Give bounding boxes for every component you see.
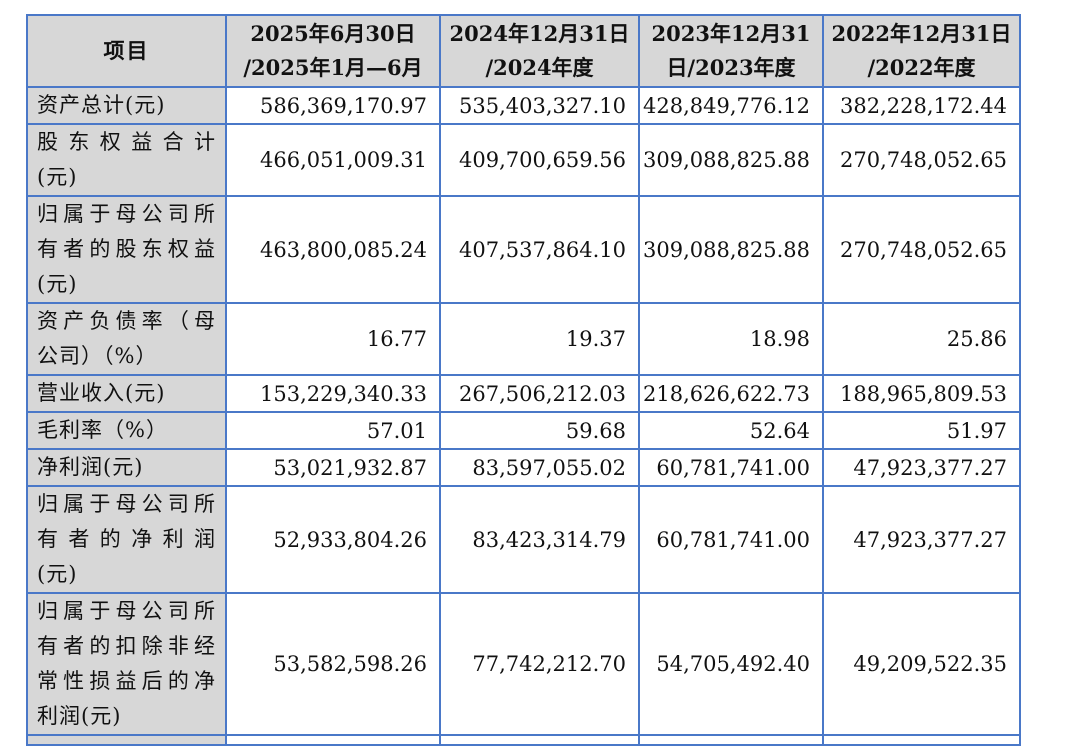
table-row: 归属于母公司所 有者的净利润 (元) 52,933,804.26 83,423,… bbox=[26, 485, 1021, 594]
header-row: 项目 2025年6月30日 /2025年1月—6月 2024年12月31日 /2… bbox=[26, 14, 1021, 88]
table-header: 项目 2025年6月30日 /2025年1月—6月 2024年12月31日 /2… bbox=[26, 14, 1021, 88]
cell-value: 47,923,377.27 bbox=[822, 485, 1021, 594]
cell-value: 51.97 bbox=[822, 411, 1021, 450]
cell-value: 270,748,052.65 bbox=[822, 195, 1021, 304]
row-label: 毛利率（%） bbox=[26, 411, 227, 450]
cell-value: 18.98 bbox=[638, 302, 824, 376]
row-label: 净利润(元) bbox=[26, 448, 227, 487]
cell-value: 54,705,492.40 bbox=[638, 592, 824, 736]
header-line: /2025年1月—6月 bbox=[243, 55, 423, 80]
row-label: 资产总计(元) bbox=[26, 86, 227, 125]
cell-value: 52,933,804.26 bbox=[225, 485, 441, 594]
row-label-line: 归属于母公司所 bbox=[37, 492, 216, 516]
header-2025-h1: 2025年6月30日 /2025年1月—6月 bbox=[225, 14, 441, 88]
row-label: 股东权益合计 (元) bbox=[26, 123, 227, 197]
header-line: 日/2023年度 bbox=[666, 55, 796, 80]
row-label: 资产负债率（母 公司）（%） bbox=[26, 302, 227, 376]
row-label-line: 有者的扣除非经 bbox=[37, 634, 216, 658]
row-label-line: 归属于母公司所 bbox=[37, 202, 216, 226]
row-label: 营业收入(元) bbox=[26, 374, 227, 413]
cell-value: 53,021,932.87 bbox=[225, 448, 441, 487]
row-label bbox=[26, 734, 227, 746]
cell-value: 83,597,055.02 bbox=[439, 448, 640, 487]
cell-value: 60,781,741.00 bbox=[638, 485, 824, 594]
cell-value: 25.86 bbox=[822, 302, 1021, 376]
row-label-line: (元) bbox=[37, 165, 78, 189]
cell-value: 77,742,212.70 bbox=[439, 592, 640, 736]
cell-value: 466,051,009.31 bbox=[225, 123, 441, 197]
header-line: 2023年12月31 bbox=[651, 21, 811, 46]
cell-value: 49,209,522.35 bbox=[822, 592, 1021, 736]
header-item: 项目 bbox=[26, 14, 227, 88]
row-label-line: (元) bbox=[37, 272, 78, 296]
cell-value: 16.77 bbox=[225, 302, 441, 376]
cell-value: 47,923,377.27 bbox=[822, 448, 1021, 487]
cell-value: 59.68 bbox=[439, 411, 640, 450]
header-2022: 2022年12月31日 /2022年度 bbox=[822, 14, 1021, 88]
row-label-line: 有者的净利润 bbox=[37, 527, 216, 551]
cell-value: 52.64 bbox=[638, 411, 824, 450]
row-label-line: 股东权益合计 bbox=[37, 130, 216, 154]
cell-value: 267,506,212.03 bbox=[439, 374, 640, 413]
cell-value: 270,748,052.65 bbox=[822, 123, 1021, 197]
cell-value: 19.37 bbox=[439, 302, 640, 376]
table-row: 股东权益合计 (元) 466,051,009.31 409,700,659.56… bbox=[26, 123, 1021, 197]
cell-value: 586,369,170.97 bbox=[225, 86, 441, 125]
cell-value: 407,537,864.10 bbox=[439, 195, 640, 304]
cell-value bbox=[638, 734, 824, 746]
cell-value: 53,582,598.26 bbox=[225, 592, 441, 736]
header-line: 2024年12月31日 bbox=[449, 21, 630, 46]
row-label: 归属于母公司所 有者的股东权益 (元) bbox=[26, 195, 227, 304]
header-line: 2025年6月30日 bbox=[250, 21, 416, 46]
table-row: 资产负债率（母 公司）（%） 16.77 19.37 18.98 25.86 bbox=[26, 302, 1021, 376]
table-row: 营业收入(元) 153,229,340.33 267,506,212.03 21… bbox=[26, 374, 1021, 413]
cell-value: 309,088,825.88 bbox=[638, 123, 824, 197]
financial-table: 项目 2025年6月30日 /2025年1月—6月 2024年12月31日 /2… bbox=[26, 14, 1021, 746]
cell-value: 463,800,085.24 bbox=[225, 195, 441, 304]
table-row: 净利润(元) 53,021,932.87 83,597,055.02 60,78… bbox=[26, 448, 1021, 487]
table-row: 毛利率（%） 57.01 59.68 52.64 51.97 bbox=[26, 411, 1021, 450]
row-label-line: 有者的股东权益 bbox=[37, 237, 216, 261]
row-label-line: 资产总计(元) bbox=[37, 93, 166, 117]
cell-value: 57.01 bbox=[225, 411, 441, 450]
row-label-line: 资产负债率（母 bbox=[37, 309, 216, 333]
cell-value: 188,965,809.53 bbox=[822, 374, 1021, 413]
cell-value: 428,849,776.12 bbox=[638, 86, 824, 125]
header-line: /2022年度 bbox=[867, 55, 976, 80]
row-label-line: 利润(元) bbox=[37, 704, 122, 728]
table-body: 资产总计(元) 586,369,170.97 535,403,327.10 42… bbox=[26, 86, 1021, 746]
cell-value bbox=[822, 734, 1021, 746]
cell-value: 535,403,327.10 bbox=[439, 86, 640, 125]
header-2023: 2023年12月31 日/2023年度 bbox=[638, 14, 824, 88]
row-label-line: 净利润(元) bbox=[37, 455, 144, 479]
row-label-line: 公司）（%） bbox=[37, 344, 158, 368]
cell-value: 409,700,659.56 bbox=[439, 123, 640, 197]
row-label-line: 常性损益后的净 bbox=[37, 669, 216, 693]
row-label-line: 毛利率（%） bbox=[37, 418, 168, 442]
table-row: 归属于母公司所 有者的扣除非经 常性损益后的净 利润(元) 53,582,598… bbox=[26, 592, 1021, 736]
table-row bbox=[26, 734, 1021, 746]
table-row: 归属于母公司所 有者的股东权益 (元) 463,800,085.24 407,5… bbox=[26, 195, 1021, 304]
row-label-line: 归属于母公司所 bbox=[37, 599, 216, 623]
row-label: 归属于母公司所 有者的扣除非经 常性损益后的净 利润(元) bbox=[26, 592, 227, 736]
header-line: /2024年度 bbox=[485, 55, 594, 80]
cell-value: 309,088,825.88 bbox=[638, 195, 824, 304]
table-row: 资产总计(元) 586,369,170.97 535,403,327.10 42… bbox=[26, 86, 1021, 125]
header-2024: 2024年12月31日 /2024年度 bbox=[439, 14, 640, 88]
cell-value bbox=[225, 734, 441, 746]
row-label-line: 营业收入(元) bbox=[37, 381, 166, 405]
cell-value: 60,781,741.00 bbox=[638, 448, 824, 487]
cell-value: 382,228,172.44 bbox=[822, 86, 1021, 125]
header-line: 2022年12月31日 bbox=[831, 21, 1012, 46]
cell-value: 153,229,340.33 bbox=[225, 374, 441, 413]
row-label: 归属于母公司所 有者的净利润 (元) bbox=[26, 485, 227, 594]
cell-value: 83,423,314.79 bbox=[439, 485, 640, 594]
cell-value bbox=[439, 734, 640, 746]
row-label-line: (元) bbox=[37, 562, 78, 586]
cell-value: 218,626,622.73 bbox=[638, 374, 824, 413]
